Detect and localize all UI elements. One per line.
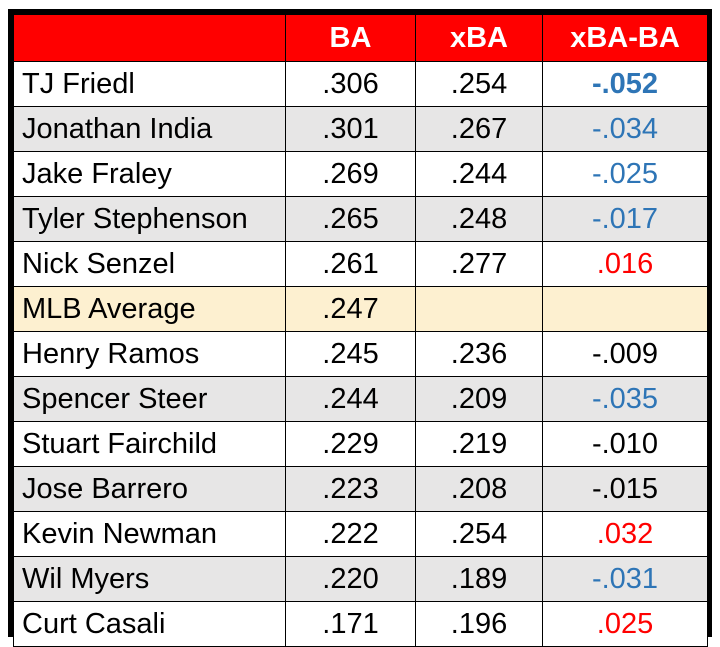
xba-cell: .254 bbox=[415, 61, 543, 107]
ba-cell: .222 bbox=[285, 511, 416, 557]
player-name-cell: Stuart Fairchild bbox=[13, 421, 286, 467]
header-corner-cell bbox=[13, 14, 286, 62]
table-row: Jose Barrero .223.208 -.015 bbox=[13, 466, 708, 512]
header-ba: BA bbox=[285, 14, 416, 62]
diff-cell: -.017 bbox=[542, 196, 708, 242]
player-name-cell: MLB Average bbox=[13, 286, 286, 332]
xba-cell: .208 bbox=[415, 466, 543, 512]
table-row: Jake Fraley .269.244 -.025 bbox=[13, 151, 708, 197]
xba-cell: .244 bbox=[415, 151, 543, 197]
ba-cell: .220 bbox=[285, 556, 416, 602]
ba-cell: .171 bbox=[285, 601, 416, 647]
ba-cell: .265 bbox=[285, 196, 416, 242]
xba-cell: .248 bbox=[415, 196, 543, 242]
ba-cell: .261 bbox=[285, 241, 416, 287]
ba-cell: .247 bbox=[285, 286, 416, 332]
player-name-cell: Nick Senzel bbox=[13, 241, 286, 287]
xba-cell: .209 bbox=[415, 376, 543, 422]
xba-cell: .189 bbox=[415, 556, 543, 602]
ba-cell: .245 bbox=[285, 331, 416, 377]
player-name-cell: Henry Ramos bbox=[13, 331, 286, 377]
table-body: TJ Friedl .306.254 -.052 Jonathan India .301… bbox=[13, 61, 708, 647]
diff-cell: .016 bbox=[542, 241, 708, 287]
table-row: Wil Myers .220.189 -.031 bbox=[13, 556, 708, 602]
table-row: Stuart Fairchild .229.219 -.010 bbox=[13, 421, 708, 467]
ba-cell: .229 bbox=[285, 421, 416, 467]
table-row: Jonathan India .301.267 -.034 bbox=[13, 106, 708, 152]
diff-cell: -.052 bbox=[542, 61, 708, 107]
ba-cell: .306 bbox=[285, 61, 416, 107]
diff-cell bbox=[542, 286, 708, 332]
xba-cell bbox=[415, 286, 543, 332]
table-row: Henry Ramos .245.236 -.009 bbox=[13, 331, 708, 377]
player-name-cell: Jake Fraley bbox=[13, 151, 286, 197]
diff-cell: -.031 bbox=[542, 556, 708, 602]
table-row: Nick Senzel .261.277.016 bbox=[13, 241, 708, 287]
table-row: MLB Average .247 bbox=[13, 286, 708, 332]
xba-cell: .236 bbox=[415, 331, 543, 377]
diff-cell: -.035 bbox=[542, 376, 708, 422]
diff-cell: -.025 bbox=[542, 151, 708, 197]
xba-cell: .219 bbox=[415, 421, 543, 467]
diff-cell: .025 bbox=[542, 601, 708, 647]
player-name-cell: Spencer Steer bbox=[13, 376, 286, 422]
ba-cell: .301 bbox=[285, 106, 416, 152]
diff-cell: -.009 bbox=[542, 331, 708, 377]
diff-cell: -.010 bbox=[542, 421, 708, 467]
header-row: BA xBA xBA-BA bbox=[13, 14, 708, 62]
ba-cell: .223 bbox=[285, 466, 416, 512]
player-name-cell: Jose Barrero bbox=[13, 466, 286, 512]
xba-cell: .267 bbox=[415, 106, 543, 152]
xba-cell: .277 bbox=[415, 241, 543, 287]
stats-table: BA xBA xBA-BA TJ Friedl .306.254 -.052 Jona… bbox=[13, 14, 708, 647]
xba-cell: .254 bbox=[415, 511, 543, 557]
table-row: Kevin Newman .222.254.032 bbox=[13, 511, 708, 557]
diff-cell: -.015 bbox=[542, 466, 708, 512]
player-name-cell: Tyler Stephenson bbox=[13, 196, 286, 242]
table-row: Tyler Stephenson .265.248 -.017 bbox=[13, 196, 708, 242]
table-row: Spencer Steer .244.209 -.035 bbox=[13, 376, 708, 422]
player-name-cell: Jonathan India bbox=[13, 106, 286, 152]
player-name-cell: Kevin Newman bbox=[13, 511, 286, 557]
ba-cell: .244 bbox=[285, 376, 416, 422]
table-row: TJ Friedl .306.254 -.052 bbox=[13, 61, 708, 107]
diff-cell: -.034 bbox=[542, 106, 708, 152]
player-name-cell: Wil Myers bbox=[13, 556, 286, 602]
table-row: Curt Casali .171.196.025 bbox=[13, 601, 708, 647]
header-xba-minus-ba: xBA-BA bbox=[542, 14, 708, 62]
xba-cell: .196 bbox=[415, 601, 543, 647]
player-name-cell: TJ Friedl bbox=[13, 61, 286, 107]
header-xba: xBA bbox=[415, 14, 543, 62]
ba-cell: .269 bbox=[285, 151, 416, 197]
player-name-cell: Curt Casali bbox=[13, 601, 286, 647]
stats-table-frame: BA xBA xBA-BA TJ Friedl .306.254 -.052 Jona… bbox=[8, 9, 712, 647]
diff-cell: .032 bbox=[542, 511, 708, 557]
